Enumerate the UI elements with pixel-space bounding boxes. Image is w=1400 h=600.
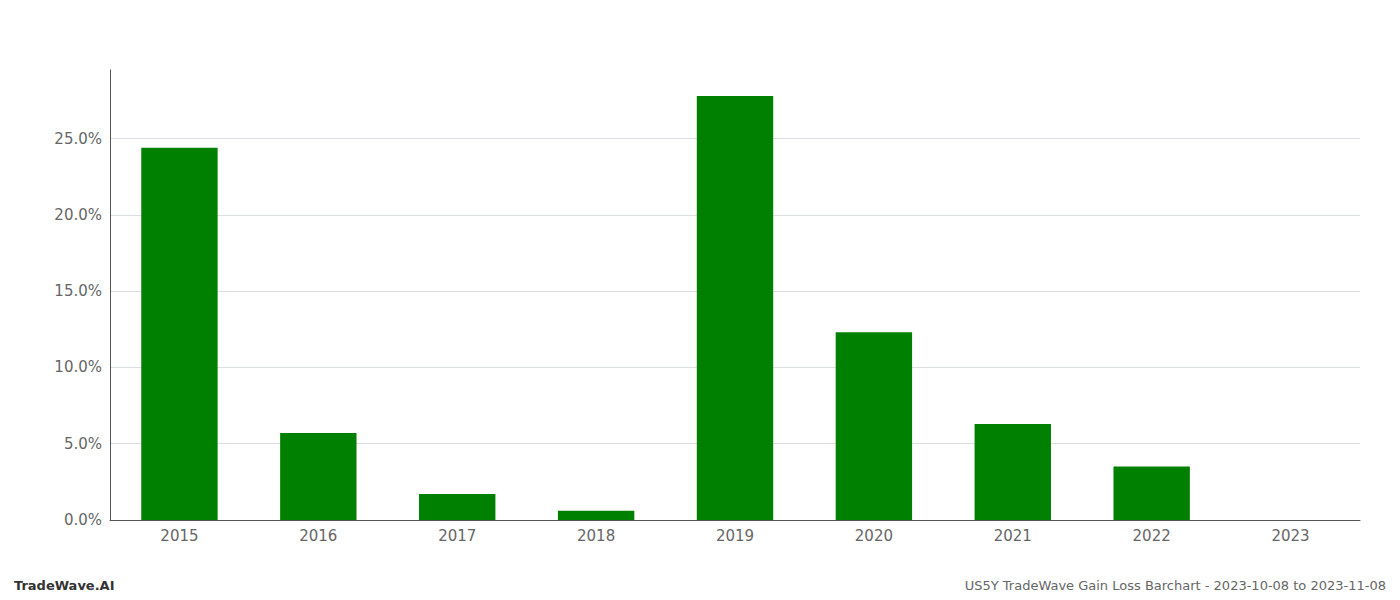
svg-text:20.0%: 20.0% [54,206,102,224]
svg-text:TradeWave.AI: TradeWave.AI [14,578,115,593]
svg-text:2015: 2015 [160,527,198,545]
svg-text:25.0%: 25.0% [54,130,102,148]
svg-text:5.0%: 5.0% [64,435,102,453]
svg-text:0.0%: 0.0% [64,511,102,529]
svg-text:2017: 2017 [438,527,476,545]
svg-text:2023: 2023 [1271,527,1309,545]
svg-text:2020: 2020 [855,527,893,545]
svg-text:2019: 2019 [716,527,754,545]
svg-text:15.0%: 15.0% [54,282,102,300]
svg-text:2018: 2018 [577,527,615,545]
svg-text:2021: 2021 [994,527,1032,545]
svg-text:US5Y TradeWave Gain Loss Barch: US5Y TradeWave Gain Loss Barchart - 2023… [965,578,1386,593]
svg-text:10.0%: 10.0% [54,358,102,376]
svg-text:2016: 2016 [299,527,337,545]
svg-text:2022: 2022 [1133,527,1171,545]
